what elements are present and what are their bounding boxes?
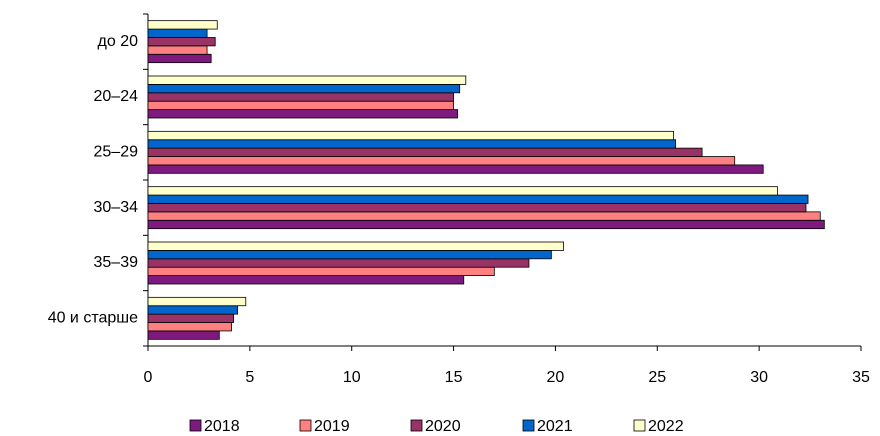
legend-swatch bbox=[522, 419, 535, 432]
x-tick-label: 15 bbox=[445, 369, 463, 386]
bar bbox=[147, 100, 454, 110]
legend-swatch bbox=[633, 419, 646, 432]
x-tick-label: 5 bbox=[245, 369, 254, 386]
bar bbox=[147, 211, 821, 221]
bar bbox=[147, 45, 208, 55]
x-tick-label: 0 bbox=[144, 369, 153, 386]
y-tick-label: 25–29 bbox=[94, 144, 139, 161]
bar bbox=[147, 147, 703, 157]
legend-label: 2020 bbox=[425, 418, 461, 435]
bar bbox=[147, 330, 220, 340]
bar bbox=[147, 275, 465, 285]
y-tick-label: до 20 bbox=[98, 33, 139, 50]
bar bbox=[147, 164, 764, 174]
bar bbox=[147, 296, 247, 307]
x-tick-label: 30 bbox=[750, 369, 768, 386]
bar bbox=[147, 130, 674, 141]
legend-swatch bbox=[189, 419, 202, 432]
bar bbox=[147, 92, 454, 102]
bar bbox=[147, 249, 552, 260]
x-tick-label: 10 bbox=[343, 369, 361, 386]
bar bbox=[147, 305, 239, 315]
bar bbox=[147, 75, 467, 85]
y-tick-label: 20–24 bbox=[94, 88, 139, 105]
bar bbox=[147, 20, 218, 30]
bar bbox=[147, 322, 232, 332]
y-tick-label: 30–34 bbox=[94, 199, 139, 216]
bar bbox=[147, 266, 495, 277]
bar bbox=[147, 241, 564, 251]
bar bbox=[147, 28, 208, 38]
bar bbox=[147, 84, 461, 94]
bar bbox=[147, 203, 807, 213]
legend-swatch bbox=[299, 419, 312, 432]
legend-label: 2019 bbox=[314, 418, 350, 435]
x-tick-label: 35 bbox=[852, 369, 870, 386]
legend-label: 2022 bbox=[648, 418, 684, 435]
bar bbox=[147, 53, 212, 64]
bar bbox=[147, 194, 809, 204]
bar bbox=[147, 258, 530, 268]
bar bbox=[147, 139, 677, 149]
legend-label: 2018 bbox=[204, 418, 240, 435]
legend-label: 2021 bbox=[537, 418, 573, 435]
bar bbox=[147, 219, 825, 230]
y-tick-label: 35–39 bbox=[94, 254, 139, 271]
bar bbox=[147, 156, 736, 166]
bar bbox=[147, 186, 778, 196]
bar bbox=[147, 37, 216, 47]
legend-swatch bbox=[410, 419, 423, 432]
bar bbox=[147, 313, 234, 323]
y-tick-label: 40 и старше bbox=[48, 310, 138, 327]
x-tick-label: 20 bbox=[547, 369, 565, 386]
bar bbox=[147, 109, 459, 119]
x-tick-label: 25 bbox=[648, 369, 666, 386]
